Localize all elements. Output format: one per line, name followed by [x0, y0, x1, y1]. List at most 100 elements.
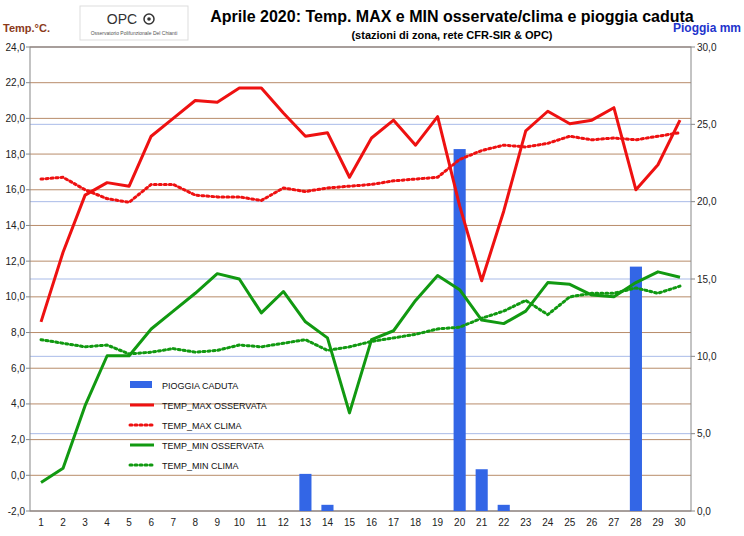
tick-label-x: 19: [432, 517, 444, 528]
tick-label-x: 15: [344, 517, 356, 528]
rain-bar: [57, 511, 69, 512]
tick-label-x: 8: [192, 517, 198, 528]
tick-y: [26, 403, 30, 404]
series-line: [41, 286, 680, 354]
background: [0, 0, 744, 536]
tick-y2: [691, 433, 695, 434]
tick-label-x: 4: [104, 517, 110, 528]
grid-line-y: [30, 403, 691, 404]
series-line: [41, 133, 680, 203]
tick-y: [26, 511, 30, 512]
tick-label-y: 18,0: [6, 149, 26, 160]
grid-line-y: [30, 225, 691, 226]
tick-label-y: 6,0: [11, 363, 25, 374]
tick-label-x: 10: [234, 517, 246, 528]
chart: -2,00,02,04,06,08,010,012,014,016,018,02…: [0, 0, 744, 536]
rain-bar: [299, 474, 311, 511]
tick-y: [26, 47, 30, 48]
tick-label-y: -2,0: [8, 506, 26, 517]
tick-label-y: 8,0: [11, 327, 25, 338]
tick-label-y: 22,0: [6, 77, 26, 88]
tick-y: [26, 261, 30, 262]
tick-y: [26, 439, 30, 440]
legend-label: TEMP_MIN OSSERVATA: [162, 441, 264, 451]
tick-label-x: 3: [82, 517, 88, 528]
tick-label-y: 2,0: [11, 434, 25, 445]
tick-label-x: 21: [476, 517, 488, 528]
tick-y: [26, 225, 30, 226]
tick-y2: [691, 511, 695, 512]
tick-y2: [691, 47, 695, 48]
tick-label-y2: 5,0: [697, 428, 711, 439]
tick-y: [26, 368, 30, 369]
tick-label-y: 16,0: [6, 184, 26, 195]
rain-bar: [365, 511, 377, 512]
tick-label-x: 17: [388, 517, 400, 528]
rain-bar: [476, 469, 488, 511]
tick-label-y: 4,0: [11, 398, 25, 409]
rain-bar: [211, 511, 223, 512]
tick-label-y2: 15,0: [697, 274, 717, 285]
legend-label: TEMP_MAX OSSERVATA: [162, 401, 267, 411]
tick-y: [26, 475, 30, 476]
rain-bar: [608, 511, 620, 512]
tick-label-x: 20: [454, 517, 466, 528]
tick-y: [26, 189, 30, 190]
legend-label: PIOGGIA CADUTA: [162, 381, 238, 391]
legend-swatch: [130, 464, 154, 467]
grid-line-y: [30, 368, 691, 369]
rain-bar: [652, 511, 664, 512]
tick-label-x: 11: [256, 517, 267, 528]
tick-label-x: 18: [410, 517, 422, 528]
rain-bar: [432, 511, 444, 512]
tick-label-x: 14: [322, 517, 334, 528]
tick-y: [26, 154, 30, 155]
tick-label-x: 16: [366, 517, 378, 528]
tick-label-y: 12,0: [6, 256, 26, 267]
tick-label-y: 20,0: [6, 113, 26, 124]
tick-label-x: 28: [630, 517, 642, 528]
rain-bar: [123, 511, 135, 512]
legend-swatch: [130, 424, 154, 427]
grid-line-y: [30, 475, 691, 476]
tick-y: [26, 332, 30, 333]
rain-bar: [277, 511, 289, 512]
tick-label-y2: 20,0: [697, 196, 717, 207]
tick-y: [26, 82, 30, 83]
axis-label-y2: Pioggia mm: [673, 21, 741, 35]
rain-bar: [498, 505, 510, 511]
tick-label-x: 23: [520, 517, 532, 528]
grid-line-y: [30, 189, 691, 190]
plot-frame: [30, 47, 691, 511]
tick-label-y2: 10,0: [697, 351, 717, 362]
tick-y: [26, 118, 30, 119]
grid-line-y: [30, 154, 691, 155]
tick-label-y: 14,0: [6, 220, 26, 231]
rain-bar: [387, 511, 399, 512]
subtitle: (stazioni di zona, rete CFR-SIR & OPC): [351, 29, 552, 41]
tick-label-x: 1: [38, 517, 44, 528]
axis-label-y: Temp.°C.: [3, 22, 50, 34]
rain-bar: [674, 511, 686, 512]
logo-icon: [144, 14, 154, 24]
rain-bar: [321, 505, 333, 511]
tick-label-x: 6: [148, 517, 154, 528]
tick-y2: [691, 201, 695, 202]
tick-label-y2: 25,0: [697, 119, 717, 130]
rain-bar: [145, 511, 157, 512]
tick-label-x: 22: [498, 517, 510, 528]
legend-label: TEMP_MIN CLIMA: [162, 461, 239, 471]
legend-swatch: [130, 404, 154, 407]
tick-label-x: 12: [278, 517, 290, 528]
rain-bar: [586, 511, 598, 512]
tick-label-x: 25: [564, 517, 576, 528]
rain-bar: [343, 511, 355, 512]
rain-bar: [79, 511, 91, 512]
series-line: [41, 272, 680, 483]
logo-text: OPC: [107, 11, 137, 27]
grid-line-y: [30, 261, 691, 262]
rain-bar: [255, 511, 267, 512]
grid-line-y: [30, 439, 691, 440]
tick-label-x: 26: [586, 517, 598, 528]
grid-line-y2: [30, 279, 691, 280]
